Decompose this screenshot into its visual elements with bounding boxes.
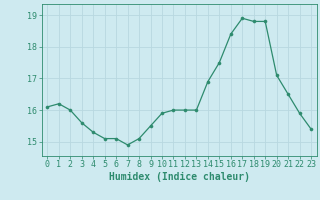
X-axis label: Humidex (Indice chaleur): Humidex (Indice chaleur) (109, 172, 250, 182)
